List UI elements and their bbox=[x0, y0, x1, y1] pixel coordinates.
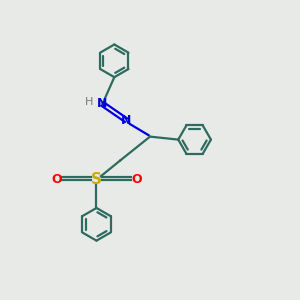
Text: O: O bbox=[131, 173, 142, 186]
Text: N: N bbox=[121, 114, 131, 127]
Text: O: O bbox=[51, 173, 62, 186]
Text: S: S bbox=[91, 172, 102, 187]
Text: N: N bbox=[97, 98, 108, 110]
Text: H: H bbox=[85, 97, 93, 106]
